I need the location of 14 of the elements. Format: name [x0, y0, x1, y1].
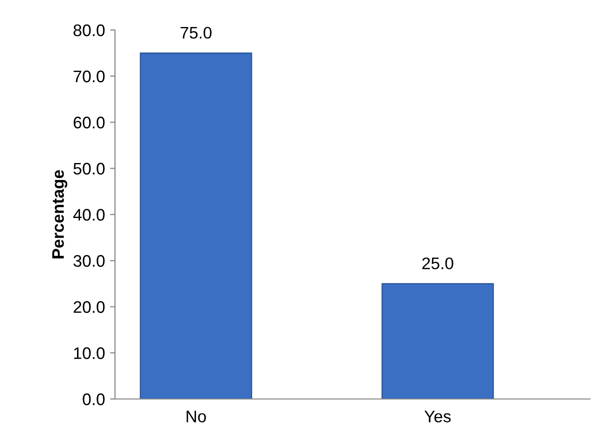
x-tick-label: No	[186, 410, 206, 422]
y-tick-label: 30.0	[73, 255, 105, 267]
data-label: 75.0	[180, 26, 212, 39]
y-tick-label: 70.0	[74, 70, 105, 82]
y-tick-label: 60.0	[74, 116, 105, 128]
data-label: 25.0	[422, 257, 454, 270]
y-axis-title: Percentage	[52, 170, 68, 258]
y-tick-label: 50.0	[74, 162, 105, 175]
x-tick-label: Yes	[424, 410, 451, 422]
y-tick-label: 0.0	[82, 393, 105, 406]
y-tick-label: 40.0	[73, 208, 105, 221]
y-tick-label: 10.0	[74, 347, 105, 360]
y-tick-label: 20.0	[74, 301, 105, 313]
y-tick-label: 80.0	[74, 24, 105, 36]
